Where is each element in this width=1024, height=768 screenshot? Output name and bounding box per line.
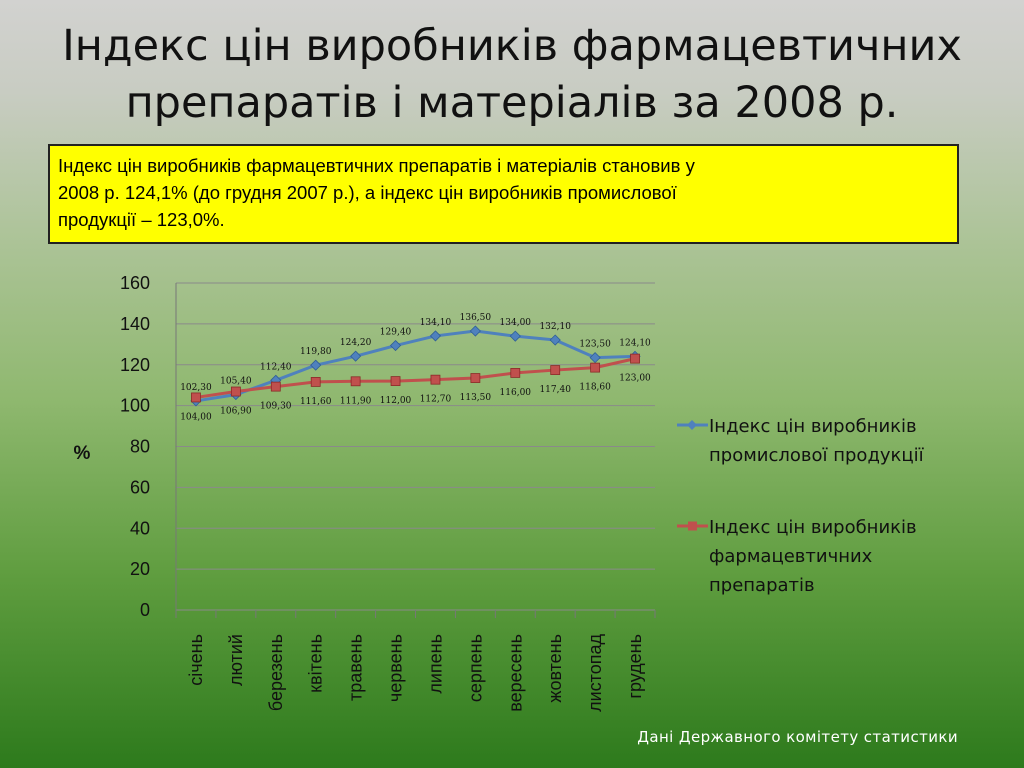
legend: Індекс цін виробників промислової продукц… <box>677 416 925 596</box>
info-box: Індекс цін виробників фармацевтичних пре… <box>48 144 959 244</box>
y-tick-label: 100 <box>120 396 150 416</box>
y-tick-label: 80 <box>130 437 150 457</box>
x-category-label: червень <box>386 634 406 702</box>
x-category-label: липень <box>425 634 445 694</box>
source-note: Дані Державного комітету статистики <box>637 728 958 746</box>
legend-swatch-marker <box>688 521 697 531</box>
data-label: 132,10 <box>539 322 571 332</box>
slide-title: Індекс цін виробників фармацевтичних пре… <box>62 21 962 128</box>
data-label: 136,50 <box>460 313 492 323</box>
data-label: 119,80 <box>300 347 332 357</box>
data-label: 104,00 <box>180 412 212 422</box>
data-point-marker <box>590 362 601 373</box>
data-label: 112,40 <box>260 362 292 372</box>
data-label: 105,40 <box>220 377 252 387</box>
y-tick-label: 140 <box>120 314 150 334</box>
data-point-marker <box>470 373 481 383</box>
x-category-label: квітень <box>306 634 326 693</box>
legend-label: промислової продукції <box>709 445 925 466</box>
data-point-marker <box>630 353 640 364</box>
axis-layer: 0 20 40 60 80 100 120 140 160 січень лютий березень… <box>120 273 656 712</box>
data-label-layer: 102,30 105,40 112,40 119,80 124,20 129,40 134,… <box>180 313 651 422</box>
x-category-label: січень <box>186 634 206 686</box>
data-label: 106,90 <box>220 407 252 417</box>
grid-layer <box>176 282 655 611</box>
series-layer <box>190 325 641 407</box>
data-point-marker <box>430 374 441 385</box>
data-label: 111,90 <box>340 396 372 406</box>
data-point-marker <box>350 376 361 387</box>
info-line-3: продукції – 123,0%. <box>58 209 225 230</box>
data-point-marker <box>469 325 481 337</box>
y-tick-label: 40 <box>130 518 150 538</box>
data-point-marker <box>390 376 401 387</box>
data-label: 129,40 <box>380 328 412 338</box>
x-category-label: травень <box>346 634 366 701</box>
data-label: 124,10 <box>619 338 651 348</box>
data-point-marker <box>230 386 241 397</box>
data-point-marker <box>310 377 321 387</box>
data-point-marker <box>429 330 442 342</box>
y-tick-label: 160 <box>120 273 150 293</box>
y-axis-label: % <box>74 443 91 464</box>
data-point-marker <box>509 330 521 342</box>
x-category-label: жовтень <box>545 634 565 703</box>
y-tick-label: 60 <box>130 477 150 497</box>
y-tick-label: 20 <box>130 559 150 579</box>
data-label: 102,30 <box>180 383 212 393</box>
data-label: 123,50 <box>579 340 611 350</box>
y-tick-label: 0 <box>140 600 150 620</box>
data-point-marker <box>310 359 322 371</box>
data-label: 112,00 <box>380 396 412 406</box>
data-label: 118,60 <box>579 383 611 393</box>
data-label: 134,10 <box>420 318 452 328</box>
data-label: 124,20 <box>340 338 372 348</box>
legend-label: Індекс цін виробників <box>709 416 917 437</box>
x-category-label: березень <box>266 634 286 711</box>
data-point-marker <box>550 365 561 375</box>
x-category-label: вересень <box>505 634 525 712</box>
info-line-2: 2008 р. 124,1% (до грудня 2007 р.), а ін… <box>58 182 677 203</box>
data-point-marker <box>191 392 201 403</box>
data-label: 109,30 <box>260 402 292 412</box>
data-point-marker <box>270 381 281 392</box>
data-label: 113,50 <box>460 393 492 403</box>
data-label: 134,00 <box>500 318 532 328</box>
legend-label: Індекс цін виробників <box>709 517 917 538</box>
legend-swatch-marker <box>687 420 697 430</box>
y-tick-label: 120 <box>120 355 150 375</box>
data-label: 123,00 <box>619 374 651 384</box>
info-line-1: Індекс цін виробників фармацевтичних пре… <box>58 155 695 176</box>
x-category-label: грудень <box>625 634 645 699</box>
data-label: 111,60 <box>300 397 332 407</box>
legend-label: фармацевтичних <box>709 546 873 567</box>
data-label: 116,00 <box>500 388 532 398</box>
data-point-marker <box>389 339 402 352</box>
data-point-marker <box>589 352 601 364</box>
data-label: 117,40 <box>539 385 571 395</box>
series-line-1 <box>195 329 636 403</box>
x-category-label: лютий <box>226 634 246 686</box>
legend-label: препаратів <box>709 575 815 596</box>
series-line-2 <box>195 357 636 399</box>
data-point-marker <box>350 350 362 362</box>
x-category-label: листопад <box>585 634 605 712</box>
data-point-marker <box>549 334 561 346</box>
data-label: 112,70 <box>420 395 452 405</box>
data-point-marker <box>510 368 521 378</box>
x-category-label: серпень <box>465 634 485 702</box>
